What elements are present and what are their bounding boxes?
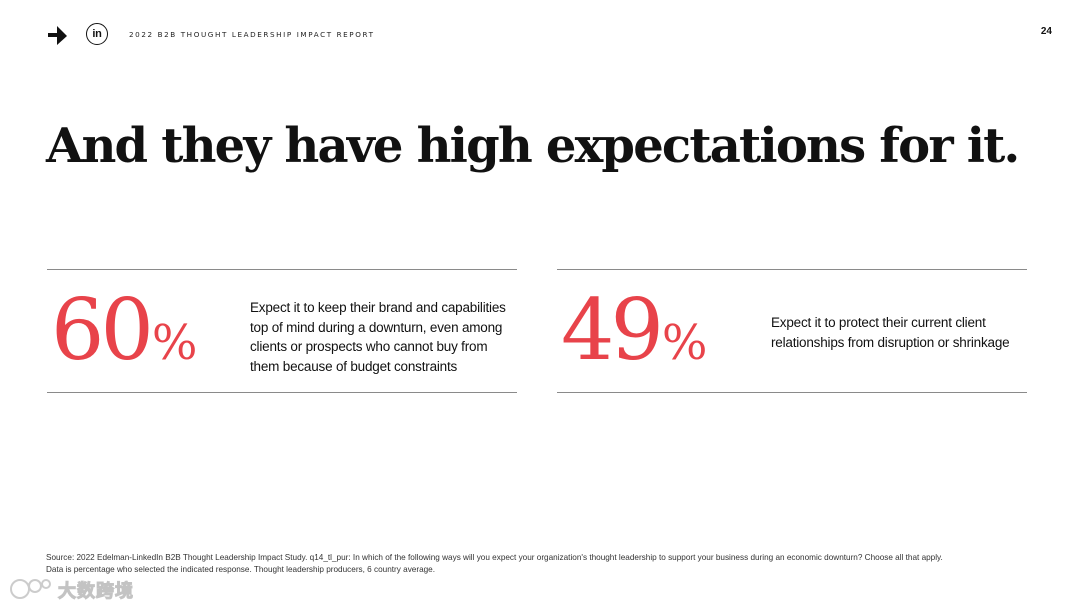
page-headline: And they have high expectations for it. <box>46 118 1020 174</box>
stat-description: Expect it to protect their current clien… <box>771 315 1010 350</box>
stat-unit: % <box>661 315 708 371</box>
stat-figure: 49% <box>561 288 708 372</box>
edelman-arrow-logo-icon <box>48 26 67 45</box>
stat-description: Expect it to keep their brand and capabi… <box>250 300 506 374</box>
watermark-logo-icon <box>10 579 51 599</box>
stat-block-protect-relationships: 49% Expect it to protect their current c… <box>557 269 1027 393</box>
report-header: in 2022 B2B THOUGHT LEADERSHIP IMPACT RE… <box>46 22 1066 50</box>
stat-value: 60 <box>51 281 154 379</box>
stat-figure: 60% <box>51 288 198 372</box>
watermark: 大数跨境 <box>8 575 148 603</box>
linkedin-logo-icon: in <box>86 23 108 45</box>
stat-value: 49 <box>561 281 664 379</box>
watermark-text: 大数跨境 <box>58 581 134 603</box>
source-footnote: Source: 2022 Edelman-LinkedIn B2B Though… <box>46 552 1046 575</box>
stat-unit: % <box>151 315 198 371</box>
source-line-2: Data is percentage who selected the indi… <box>46 564 435 574</box>
report-title: 2022 B2B THOUGHT LEADERSHIP IMPACT REPOR… <box>129 30 375 39</box>
stat-block-brand-top-of-mind: 60% Expect it to keep their brand and ca… <box>47 269 517 393</box>
source-line-1: Source: 2022 Edelman-LinkedIn B2B Though… <box>46 553 943 562</box>
page-number: 24 <box>1040 26 1052 37</box>
